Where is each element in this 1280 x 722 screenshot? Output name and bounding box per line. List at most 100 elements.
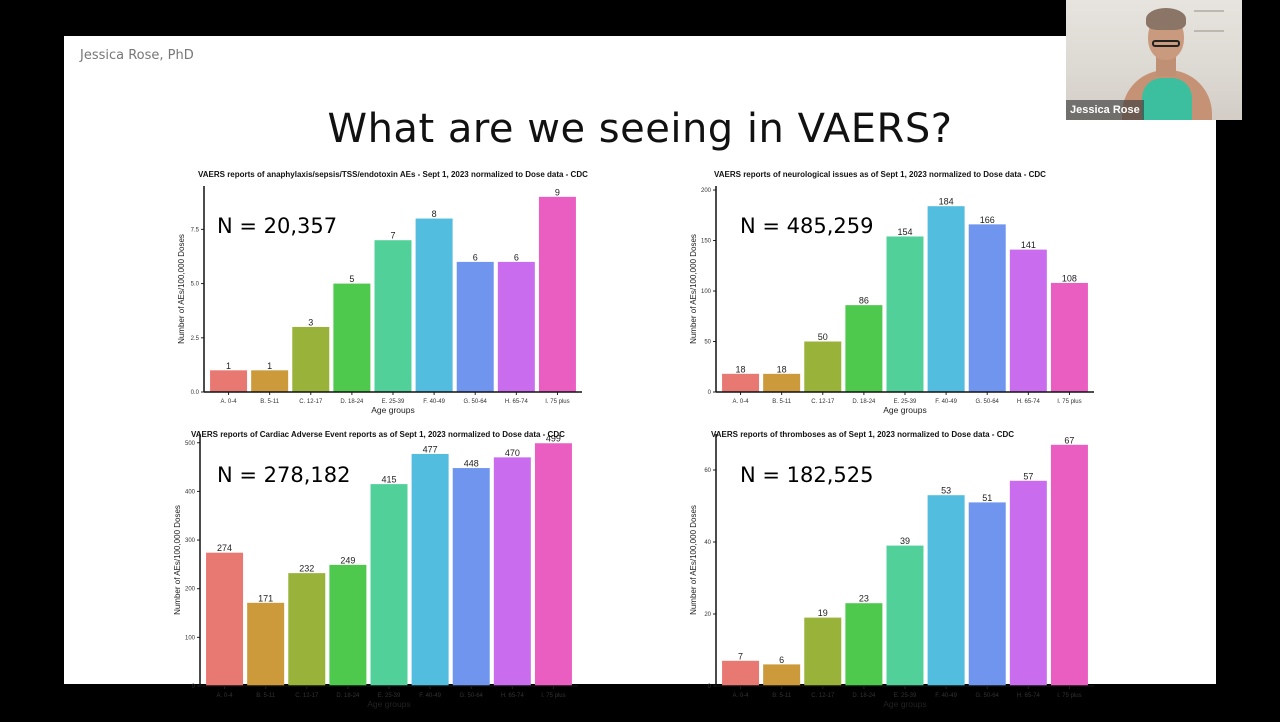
x-tick-label: F. 40-49	[423, 399, 445, 405]
bar	[333, 283, 371, 392]
y-tick-label: 0	[192, 684, 196, 690]
y-tick-label: 7.5	[191, 227, 200, 233]
y-tick-label: 150	[701, 239, 712, 245]
data-label: 249	[340, 555, 355, 565]
data-label: 274	[217, 543, 232, 553]
bar	[1050, 282, 1088, 392]
x-tick-label: D. 18-24	[852, 399, 876, 405]
y-axis-label: Number of AEs/100,000 Doses	[173, 505, 182, 615]
bar	[452, 468, 490, 686]
webcam-video[interactable]: Jessica Rose	[1066, 0, 1242, 120]
bar	[456, 261, 494, 392]
person-glasses	[1152, 40, 1180, 47]
chart-cardiac: VAERS reports of Cardiac Adverse Event r…	[173, 426, 604, 722]
data-label: 6	[779, 655, 784, 665]
bar	[886, 545, 924, 686]
data-label: 184	[939, 197, 954, 207]
data-label: 9	[555, 187, 560, 197]
chart-svg: 7 A. 0-4 6 B. 5-11 19 C. 12-17 23 D. 18-24 39 E. …	[689, 434, 1094, 709]
x-tick-label: H. 65-74	[505, 399, 529, 405]
x-tick-label: A. 0-4	[217, 693, 234, 699]
bar	[1050, 444, 1088, 686]
y-tick-label: 20	[704, 612, 711, 618]
x-tick-label: A. 0-4	[733, 399, 750, 405]
bar	[722, 660, 760, 686]
chart-thromboses: VAERS reports of thromboses as of Sept 1…	[688, 426, 1118, 722]
x-tick-label: A. 0-4	[733, 693, 750, 699]
bar	[374, 240, 412, 392]
chart-title: VAERS reports of anaphylaxis/sepsis/TSS/…	[198, 170, 588, 179]
chart-annotation: N = 182,525	[740, 463, 874, 487]
data-label: 51	[982, 493, 992, 503]
person-shirt	[1142, 78, 1192, 120]
chart-svg: 18 A. 0-4 18 B. 5-11 50 C. 12-17 86 D. 18-24 154…	[689, 186, 1094, 415]
x-tick-label: H. 65-74	[501, 693, 525, 699]
wall-fixture	[1194, 10, 1224, 32]
x-tick-label: H. 65-74	[1017, 399, 1041, 405]
x-tick-label: C. 12-17	[295, 693, 319, 699]
data-label: 108	[1062, 273, 1077, 283]
chart-title: VAERS reports of thromboses as of Sept 1…	[711, 430, 1015, 439]
data-label: 57	[1023, 471, 1033, 481]
participant-name-label: Jessica Rose	[1066, 100, 1144, 120]
chart-title: VAERS reports of neurological issues as …	[714, 170, 1046, 179]
data-label: 6	[473, 252, 478, 262]
y-tick-label: 500	[185, 441, 196, 447]
data-label: 8	[432, 209, 437, 219]
chart-annotation: N = 278,182	[217, 463, 351, 487]
chart-anaphylaxis: VAERS reports of anaphylaxis/sepsis/TSS/…	[174, 170, 604, 428]
bar	[927, 206, 965, 392]
y-tick-label: 200	[701, 188, 712, 194]
x-axis-label: Age groups	[367, 699, 410, 709]
x-tick-label: I. 75 plus	[545, 399, 569, 405]
bar	[206, 552, 244, 686]
y-tick-label: 400	[185, 489, 196, 495]
bar	[415, 218, 453, 392]
bar	[968, 502, 1006, 686]
x-axis-label: Age groups	[883, 405, 926, 415]
data-label: 154	[897, 227, 912, 237]
x-tick-label: E. 25-39	[894, 399, 917, 405]
chart-svg: 274 A. 0-4 171 B. 5-11 232 C. 12-17 249 D. 18-2…	[173, 434, 578, 709]
x-tick-label: B. 5-11	[772, 693, 792, 699]
x-tick-label: E. 25-39	[378, 693, 401, 699]
bar	[292, 326, 330, 392]
data-label: 18	[736, 364, 746, 374]
bar	[370, 484, 408, 686]
y-tick-label: 40	[704, 540, 711, 546]
bar	[722, 373, 760, 392]
bar	[411, 453, 449, 686]
data-label: 166	[980, 215, 995, 225]
chart-svg: 1 A. 0-4 1 B. 5-11 3 C. 12-17 5 D. 18-24 7 E. 25-…	[177, 186, 582, 415]
x-tick-label: F. 40-49	[935, 693, 957, 699]
chart-annotation: N = 485,259	[740, 214, 874, 238]
bar	[493, 457, 531, 686]
x-axis-label: Age groups	[371, 405, 414, 415]
x-tick-label: A. 0-4	[221, 399, 238, 405]
data-label: 19	[818, 608, 828, 618]
x-tick-label: G. 50-64	[460, 693, 484, 699]
x-tick-label: B. 5-11	[256, 693, 276, 699]
x-tick-label: F. 40-49	[935, 399, 957, 405]
y-tick-label: 100	[185, 635, 196, 641]
y-axis-label: Number of AEs/100,000 Doses	[177, 234, 186, 344]
bar	[538, 196, 576, 392]
x-tick-label: H. 65-74	[1017, 693, 1041, 699]
bar	[1009, 480, 1047, 686]
slide-title: What are we seeing in VAERS?	[327, 106, 953, 152]
bar	[927, 495, 965, 686]
chart-annotation: N = 20,357	[217, 214, 338, 238]
y-tick-label: 0	[708, 390, 712, 396]
slide-author: Jessica Rose, PhD	[80, 48, 194, 63]
x-tick-label: I. 75 plus	[1057, 399, 1081, 405]
x-tick-label: E. 25-39	[894, 693, 917, 699]
x-tick-label: B. 5-11	[772, 399, 792, 405]
bar	[804, 617, 842, 686]
bar	[845, 305, 883, 392]
chart-neurological: VAERS reports of neurological issues as …	[688, 170, 1118, 428]
y-tick-label: 50	[704, 340, 711, 346]
data-label: 499	[546, 434, 561, 444]
bar	[288, 573, 326, 686]
data-label: 23	[859, 594, 869, 604]
bar	[534, 443, 572, 686]
